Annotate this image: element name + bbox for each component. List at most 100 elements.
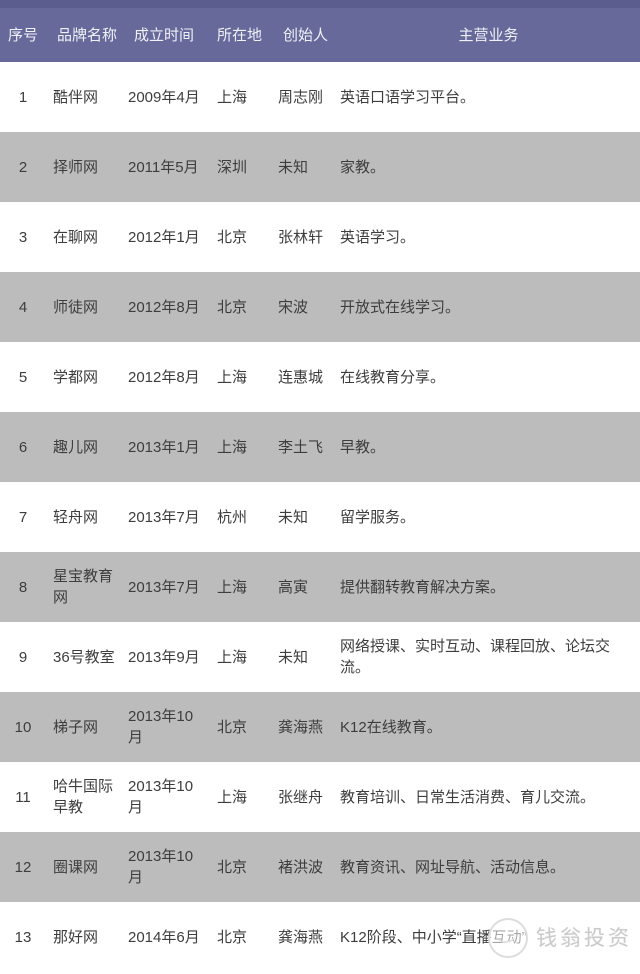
cell-location: 上海 — [217, 438, 248, 456]
cell-founder: 张继舟 — [278, 788, 324, 806]
cell-founded: 2012年8月 — [128, 368, 200, 386]
cell-founded: 2013年7月 — [128, 508, 200, 526]
cell-index: 12 — [14, 858, 32, 876]
table-header-row: 序号 品牌名称 成立时间 所在地 创始人 主营业务 — [0, 0, 640, 62]
cell-founded: 2013年1月 — [128, 438, 200, 456]
cell-founder: 未知 — [278, 158, 309, 176]
cell-business: 英语学习。 — [340, 228, 416, 246]
cell-location: 上海 — [217, 578, 248, 596]
cell-location: 杭州 — [217, 508, 248, 526]
cell-business: 网络授课、实时互动、课程回放、论坛交流。 — [340, 638, 611, 676]
table-body: 1 酷伴网 2009年4月 上海 周志刚 英语口语学习平台。 2 择师网 201… — [0, 62, 640, 972]
header-cell-founded: 成立时间 — [134, 26, 195, 44]
cell-founder: 未知 — [278, 648, 309, 666]
cell-business: 早教。 — [340, 438, 386, 456]
cell-founder: 周志刚 — [278, 88, 324, 106]
cell-founder: 高寅 — [278, 578, 309, 596]
table-row: 5 学都网 2012年8月 上海 连惠城 在线教育分享。 — [0, 342, 640, 412]
table-row: 7 轻舟网 2013年7月 杭州 未知 留学服务。 — [0, 482, 640, 552]
table-row: 11 哈牛国际早教 2013年10月 上海 张继舟 教育培训、日常生活消费、育儿… — [0, 762, 640, 832]
cell-founded: 2013年10月 — [128, 708, 194, 746]
table-row: 3 在聊网 2012年1月 北京 张林轩 英语学习。 — [0, 202, 640, 272]
cell-founded: 2013年9月 — [128, 648, 200, 666]
table-row: 9 36号教室 2013年9月 上海 未知 网络授课、实时互动、课程回放、论坛交… — [0, 622, 640, 692]
cell-brand: 择师网 — [53, 158, 99, 176]
cell-index: 11 — [15, 788, 31, 806]
cell-founded: 2011年5月 — [128, 158, 199, 176]
cell-business: 教育资讯、网址导航、活动信息。 — [340, 858, 566, 876]
cell-business: 家教。 — [340, 158, 386, 176]
table-row: 12 圈课网 2013年10月 北京 褚洪波 教育资讯、网址导航、活动信息。 — [0, 832, 640, 902]
cell-location: 上海 — [217, 648, 248, 666]
table-row: 8 星宝教育网 2013年7月 上海 高寅 提供翻转教育解决方案。 — [0, 552, 640, 622]
cell-location: 上海 — [217, 88, 248, 106]
cell-index: 5 — [18, 368, 28, 386]
cell-index: 10 — [14, 718, 32, 736]
cell-location: 上海 — [217, 368, 248, 386]
table-row: 2 择师网 2011年5月 深圳 未知 家教。 — [0, 132, 640, 202]
cell-business: 提供翻转教育解决方案。 — [340, 578, 506, 596]
cell-founded: 2014年6月 — [128, 928, 200, 946]
cell-location: 深圳 — [217, 158, 248, 176]
cell-brand: 师徒网 — [53, 298, 99, 316]
cell-founder: 龚海燕 — [278, 928, 324, 946]
header-cell-index: 序号 — [7, 26, 38, 44]
cell-founder: 褚洪波 — [278, 858, 324, 876]
cell-business: 开放式在线学习。 — [340, 298, 461, 316]
cell-index: 13 — [14, 928, 32, 946]
header-cell-brand: 品牌名称 — [57, 26, 118, 44]
cell-business: 留学服务。 — [340, 508, 416, 526]
cell-location: 上海 — [217, 788, 248, 806]
cell-brand: 36号教室 — [53, 648, 115, 666]
table-row: 10 梯子网 2013年10月 北京 龚海燕 K12在线教育。 — [0, 692, 640, 762]
cell-business: 在线教育分享。 — [340, 368, 446, 386]
cell-founded: 2013年10月 — [128, 778, 194, 816]
cell-location: 北京 — [217, 228, 248, 246]
cell-brand: 哈牛国际早教 — [53, 778, 114, 816]
table-row: 6 趣儿网 2013年1月 上海 李土飞 早教。 — [0, 412, 640, 482]
table-row: 13 那好网 2014年6月 北京 龚海燕 K12阶段、中小学“直播互动” — [0, 902, 640, 972]
cell-founder: 连惠城 — [278, 368, 324, 386]
cell-index: 6 — [18, 438, 28, 456]
cell-index: 1 — [18, 88, 28, 106]
cell-brand: 酷伴网 — [53, 88, 99, 106]
cell-founded: 2013年10月 — [128, 848, 194, 886]
cell-location: 北京 — [217, 928, 248, 946]
cell-brand: 趣儿网 — [53, 438, 99, 456]
cell-business: K12在线教育。 — [340, 718, 442, 736]
cell-founder: 龚海燕 — [278, 718, 324, 736]
cell-founder: 未知 — [278, 508, 309, 526]
table-row: 1 酷伴网 2009年4月 上海 周志刚 英语口语学习平台。 — [0, 62, 640, 132]
cell-founded: 2009年4月 — [128, 88, 200, 106]
table-row: 4 师徒网 2012年8月 北京 宋波 开放式在线学习。 — [0, 272, 640, 342]
cell-brand: 圈课网 — [53, 858, 99, 876]
cell-founder: 宋波 — [278, 298, 309, 316]
cell-founded: 2013年7月 — [128, 578, 200, 596]
cell-brand: 星宝教育网 — [53, 568, 114, 606]
cell-founded: 2012年8月 — [128, 298, 200, 316]
header-cell-location: 所在地 — [217, 26, 263, 44]
cell-brand: 梯子网 — [53, 718, 99, 736]
cell-business: K12阶段、中小学“直播互动” — [340, 928, 527, 946]
cell-location: 北京 — [217, 298, 248, 316]
cell-founder: 李土飞 — [278, 438, 324, 456]
cell-brand: 学都网 — [53, 368, 99, 386]
cell-brand: 在聊网 — [53, 228, 99, 246]
cell-index: 9 — [18, 648, 28, 666]
header-cell-business: 主营业务 — [458, 26, 519, 44]
cell-founded: 2012年1月 — [128, 228, 200, 246]
cell-location: 北京 — [217, 718, 248, 736]
cell-index: 3 — [18, 228, 28, 246]
cell-index: 8 — [18, 578, 28, 596]
cell-index: 7 — [18, 508, 28, 526]
cell-business: 英语口语学习平台。 — [340, 88, 476, 106]
cell-business: 教育培训、日常生活消费、育儿交流。 — [340, 788, 596, 806]
cell-index: 4 — [18, 298, 28, 316]
header-cell-founder: 创始人 — [283, 26, 329, 44]
cell-brand: 那好网 — [53, 928, 99, 946]
cell-location: 北京 — [217, 858, 248, 876]
cell-index: 2 — [18, 158, 28, 176]
cell-founder: 张林轩 — [278, 228, 324, 246]
cell-brand: 轻舟网 — [53, 508, 99, 526]
